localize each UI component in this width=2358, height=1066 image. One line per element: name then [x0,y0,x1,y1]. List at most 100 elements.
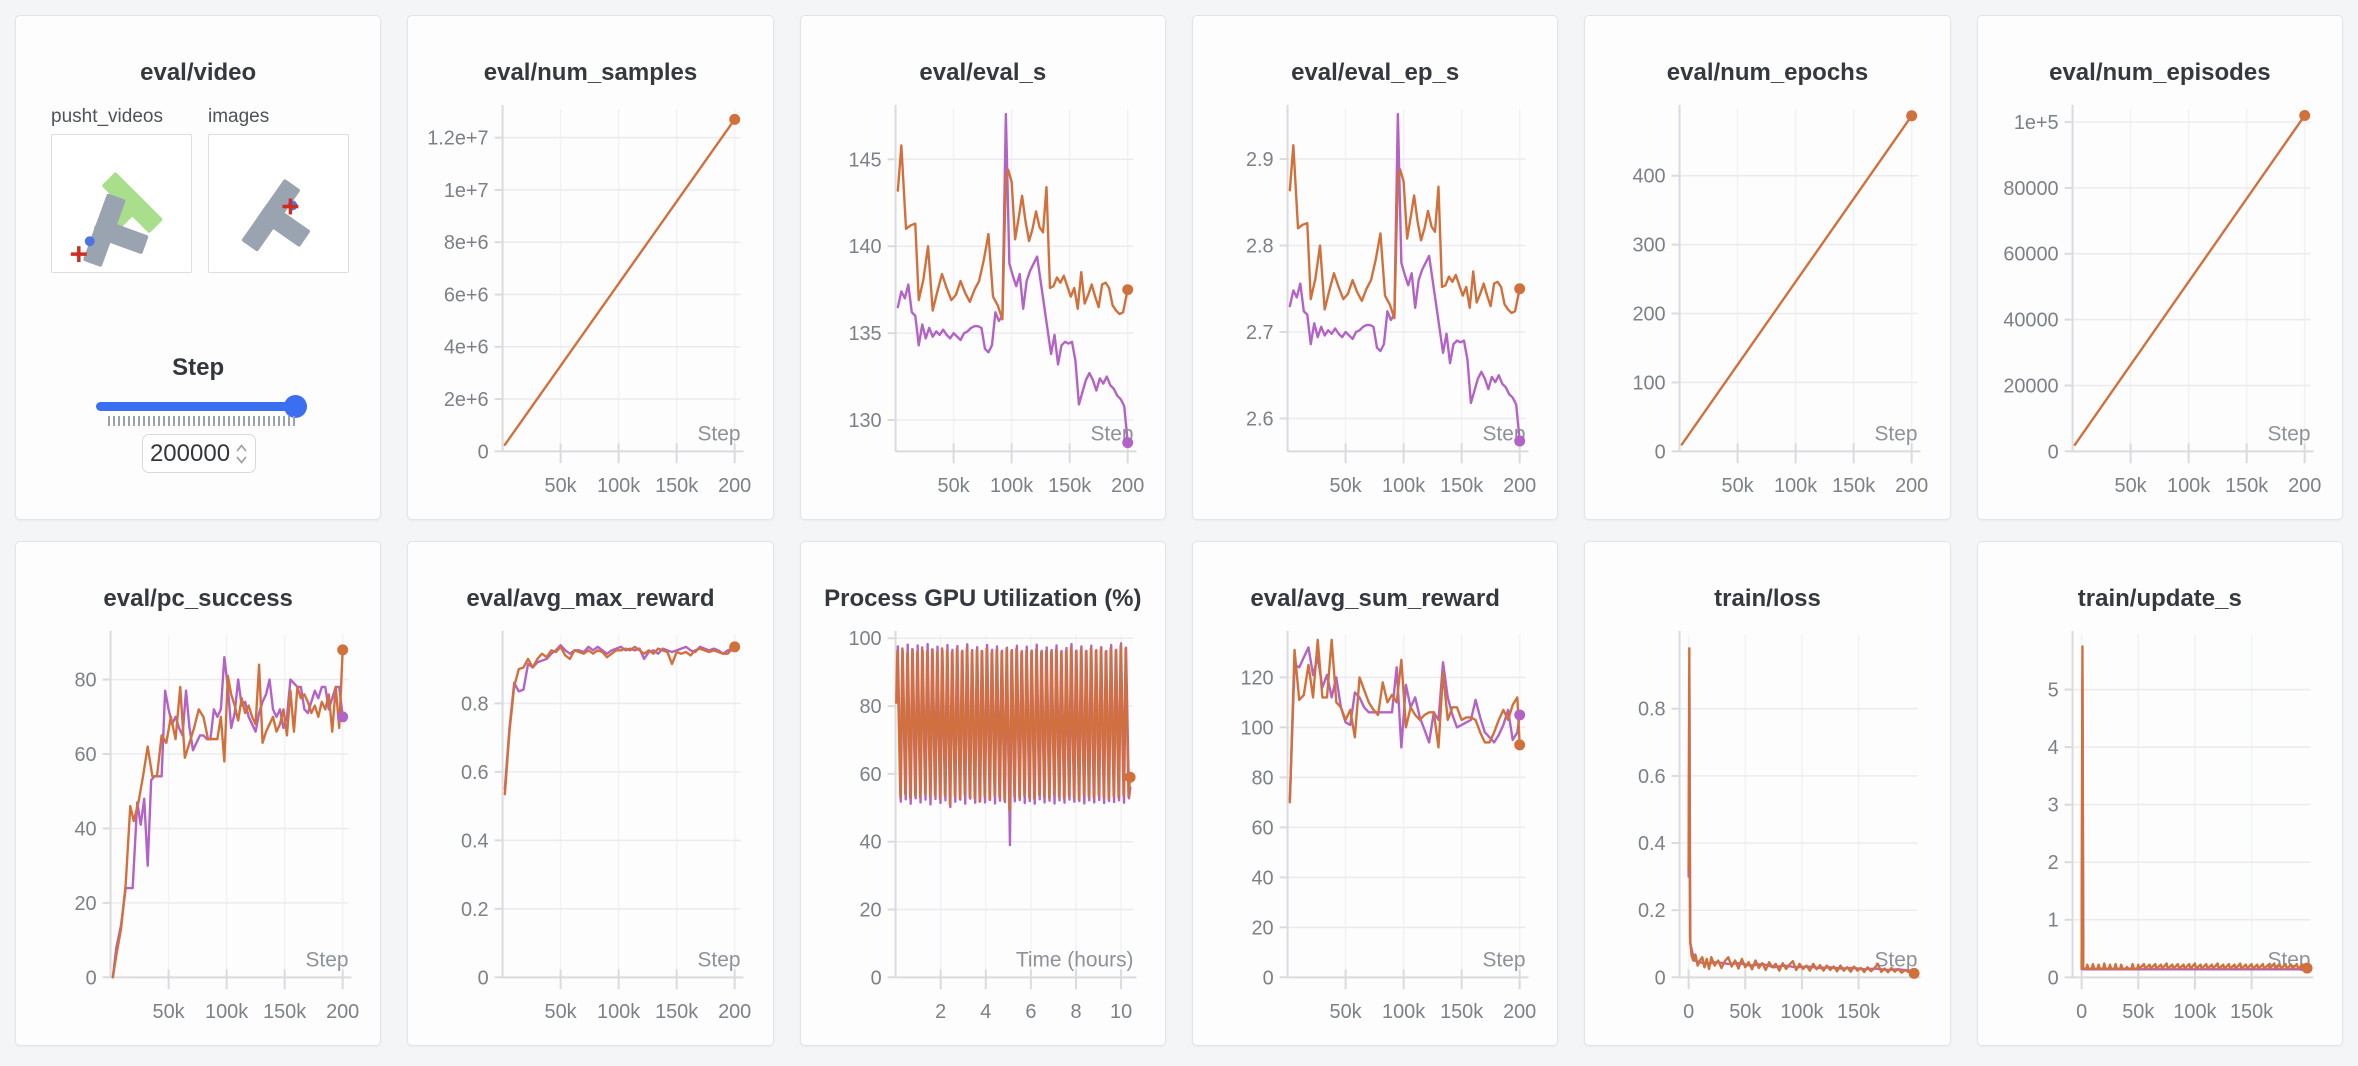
svg-text:6e+6: 6e+6 [444,284,489,306]
svg-text:100: 100 [848,628,881,650]
chart-panel: eval/num_epochs 0 100 200 300 400 50k 100k 150k… [1584,15,1951,520]
chart-canvas[interactable]: 0 0.2 0.4 0.6 0.8 50k 100k 150k 200 Step [408,626,772,1036]
chart-panel: eval/eval_ep_s 2.6 2.7 2.8 2.9 50k 100k 150k 20… [1192,15,1559,520]
svg-text:40: 40 [1252,867,1274,889]
svg-text:0: 0 [2047,441,2058,463]
svg-text:5: 5 [2047,680,2058,702]
svg-text:100k: 100k [205,1001,248,1023]
svg-text:60: 60 [1252,817,1274,839]
svg-text:50k: 50k [2122,1001,2154,1023]
svg-text:100k: 100k [1774,475,1817,497]
chart-title: eval/num_episodes [2049,59,2271,86]
svg-text:150k: 150k [1440,1001,1483,1023]
svg-text:2.8: 2.8 [1246,235,1274,257]
svg-text:145: 145 [848,149,881,171]
svg-text:20: 20 [1252,917,1274,939]
step-slider-label: Step [172,354,225,381]
svg-text:1: 1 [2047,910,2058,932]
svg-text:200: 200 [1633,303,1666,325]
svg-text:40: 40 [75,818,97,840]
svg-text:200: 200 [1503,1001,1536,1023]
svg-text:20: 20 [75,893,97,915]
svg-text:0.6: 0.6 [1638,766,1666,788]
svg-text:50k: 50k [2114,475,2146,497]
svg-text:1.2e+7: 1.2e+7 [428,128,489,150]
svg-text:Step: Step [305,948,348,971]
svg-text:2.9: 2.9 [1246,149,1274,171]
svg-text:80000: 80000 [2003,178,2058,200]
target-cross-icon [282,198,299,215]
chart-panel: eval/num_episodes 0 20000 40000 60000 80000 1… [1976,15,2343,520]
svg-text:0.8: 0.8 [461,693,489,715]
step-slider[interactable] [96,402,306,411]
svg-text:Step: Step [1875,422,1918,445]
svg-text:50k: 50k [1722,475,1754,497]
svg-text:Step: Step [1090,422,1133,445]
svg-text:200: 200 [2288,475,2321,497]
svg-text:0.4: 0.4 [461,830,489,852]
svg-text:200: 200 [1895,475,1928,497]
svg-text:130: 130 [848,410,881,432]
svg-text:150k: 150k [2230,1001,2273,1023]
svg-text:100k: 100k [1382,1001,1425,1023]
svg-text:200: 200 [1503,475,1536,497]
panel-title: eval/video [140,59,257,86]
svg-text:50k: 50k [545,1001,577,1023]
chart-title: Process GPU Utilization (%) [824,585,1142,612]
svg-text:Step: Step [1482,948,1525,971]
svg-text:100k: 100k [1382,475,1425,497]
chart-canvas[interactable]: 0 20000 40000 60000 80000 1e+5 50k 100k 150k 200 S… [1978,100,2342,510]
svg-text:100k: 100k [990,475,1033,497]
svg-text:150k: 150k [1837,1001,1880,1023]
svg-text:150k: 150k [1440,475,1483,497]
svg-text:4: 4 [2047,737,2058,759]
step-value: 200000 [149,439,231,467]
svg-text:140: 140 [848,236,881,258]
svg-text:50k: 50k [1330,475,1362,497]
svg-text:200: 200 [718,1001,751,1023]
svg-text:50k: 50k [1730,1001,1762,1023]
chart-title: eval/avg_sum_reward [1250,585,1500,612]
step-value-input[interactable]: 200000 [142,434,256,473]
chart-canvas[interactable]: 0 0.2 0.4 0.6 0.8 0 50k 100k 150k Step [1585,626,1949,1036]
pusht-videos-thumbnail[interactable] [51,134,192,273]
svg-text:80: 80 [859,696,881,718]
images-frame [241,179,310,252]
chart-title: eval/pc_success [103,585,293,612]
svg-text:60000: 60000 [2003,244,2058,266]
svg-text:150k: 150k [1832,475,1875,497]
svg-text:0: 0 [1655,441,1666,463]
svg-text:200: 200 [718,475,751,497]
svg-text:4e+6: 4e+6 [444,337,489,359]
svg-text:150k: 150k [263,1001,306,1023]
svg-text:150k: 150k [655,1001,698,1023]
chart-title: train/update_s [2077,585,2242,612]
chart-canvas[interactable]: 0 100 200 300 400 50k 100k 150k 200 Step [1585,100,1949,510]
svg-text:0: 0 [478,441,489,463]
svg-text:100: 100 [1633,372,1666,394]
pusht-video-frame [70,172,163,267]
chart-canvas[interactable]: 0 20 40 60 80 100 120 50k 100k 150k 200 Step [1193,626,1557,1036]
svg-text:200: 200 [326,1001,359,1023]
svg-text:0: 0 [1683,1001,1694,1023]
svg-text:8: 8 [1070,1001,1081,1023]
svg-text:0.2: 0.2 [461,899,489,921]
chart-panel: Process GPU Utilization (%) 0 20 40 60 80 100… [799,541,1166,1046]
svg-text:2.6: 2.6 [1246,408,1274,430]
chart-canvas[interactable]: 0 2e+6 4e+6 6e+6 8e+6 1e+7 1.2e+7 50k 100k 150k 20… [408,100,772,510]
svg-text:0: 0 [86,967,97,989]
chart-canvas[interactable]: 0 20 40 60 80 100 2 4 6 8 10 Time (hours) [801,626,1165,1036]
chart-panel: eval/avg_max_reward 0 0.2 0.4 0.6 0.8 50k 100k… [407,541,774,1046]
svg-text:Time (hours): Time (hours) [1016,948,1134,971]
svg-text:40: 40 [859,832,881,854]
chart-title: eval/eval_s [919,59,1047,86]
chart-canvas[interactable]: 130 135 140 145 50k 100k 150k 200 Step [801,100,1165,510]
number-stepper-icons[interactable] [235,441,248,467]
step-slider-thumb[interactable] [284,395,307,418]
chart-panel: eval/num_samples 0 2e+6 4e+6 6e+6 8e+6 1e+7 1.… [407,15,774,520]
images-thumbnail[interactable] [208,134,349,273]
slider-ticks [108,416,296,426]
chart-canvas[interactable]: 0 20 40 60 80 50k 100k 150k 200 Step [16,626,380,1036]
